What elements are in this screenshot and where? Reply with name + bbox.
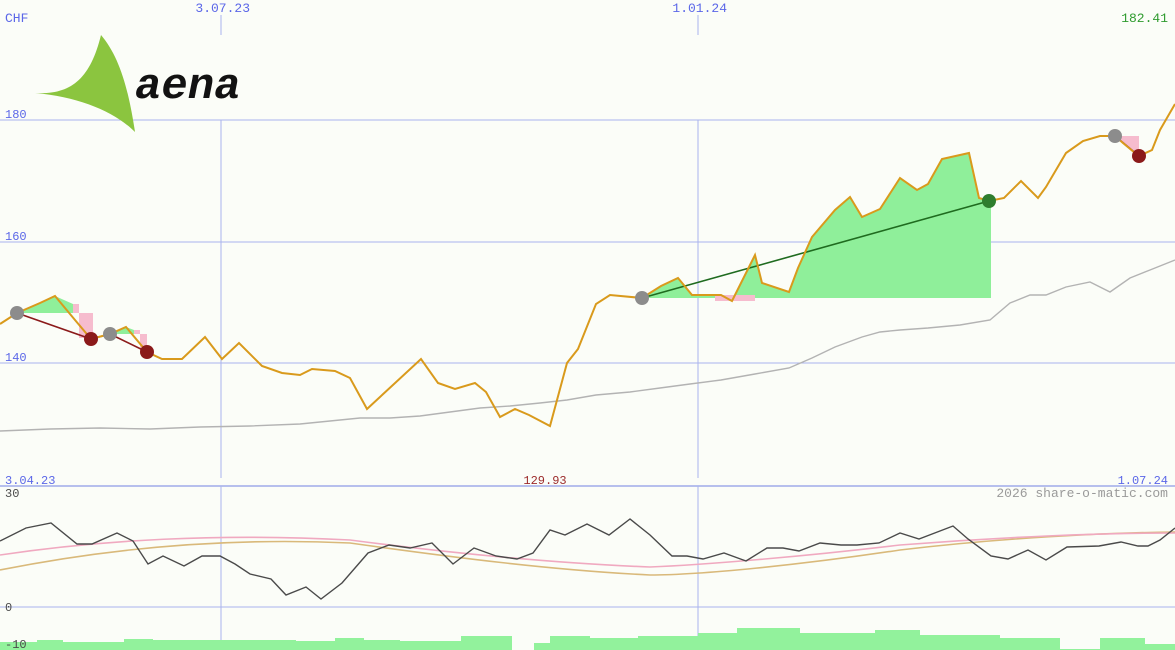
svg-text:30: 30 xyxy=(5,487,19,501)
svg-text:-10: -10 xyxy=(5,638,27,650)
svg-text:0: 0 xyxy=(5,601,12,615)
svg-text:3.04.23: 3.04.23 xyxy=(5,474,55,488)
svg-text:1.01.24: 1.01.24 xyxy=(672,1,727,16)
svg-text:160: 160 xyxy=(5,230,27,244)
svg-text:180: 180 xyxy=(5,108,27,122)
svg-text:129.93: 129.93 xyxy=(523,474,566,488)
svg-text:CHF: CHF xyxy=(5,11,28,26)
svg-text:aena: aena xyxy=(135,62,241,112)
svg-text:182.41: 182.41 xyxy=(1121,11,1168,26)
svg-text:3.07.23: 3.07.23 xyxy=(195,1,250,16)
svg-text:2026 share-o-matic.com: 2026 share-o-matic.com xyxy=(996,486,1168,501)
svg-text:140: 140 xyxy=(5,351,27,365)
